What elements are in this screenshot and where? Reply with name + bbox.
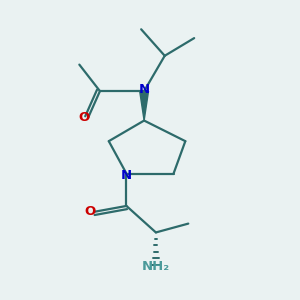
Text: O: O <box>84 205 95 218</box>
Text: O: O <box>78 111 89 124</box>
Text: N: N <box>139 83 150 96</box>
Polygon shape <box>140 91 148 121</box>
Text: N: N <box>121 169 132 182</box>
Text: NH₂: NH₂ <box>142 260 170 273</box>
